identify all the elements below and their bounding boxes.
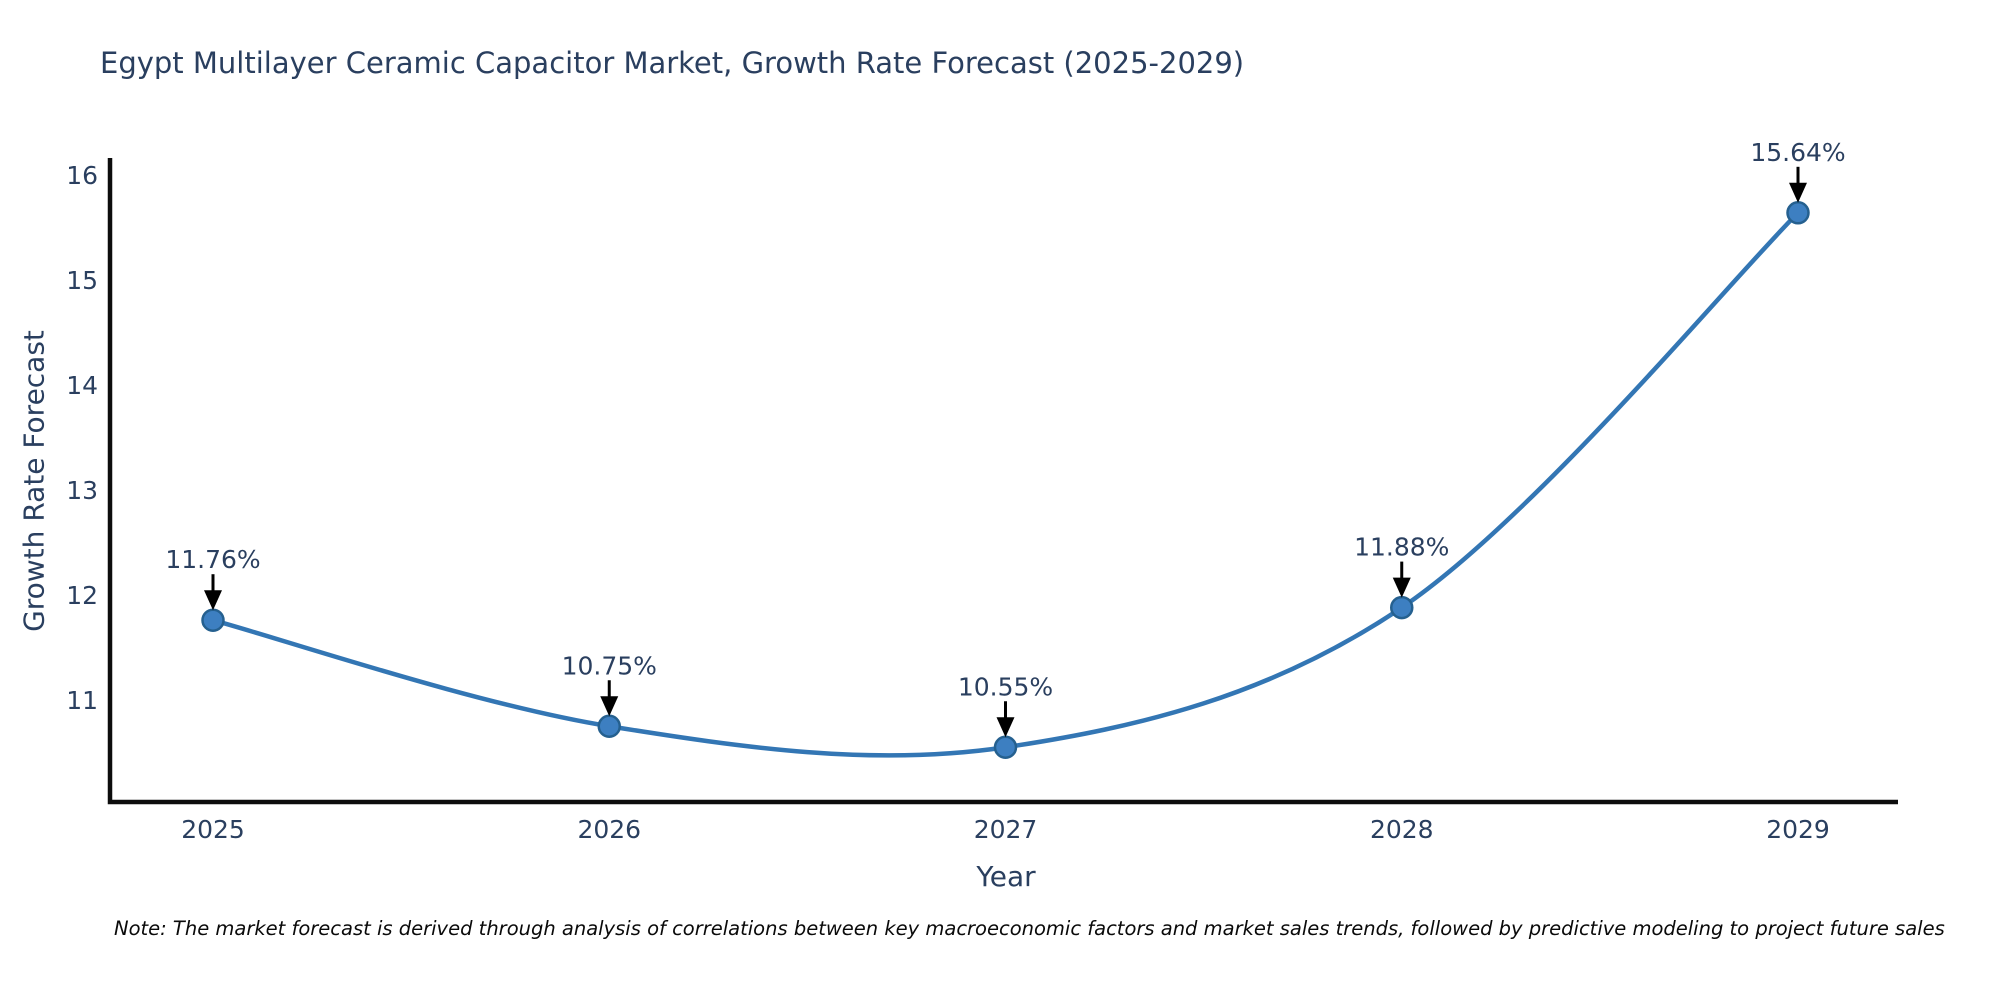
y-tick-label: 16 <box>66 161 98 190</box>
x-axis-title: Year <box>976 860 1036 893</box>
x-tick-label: 2029 <box>1766 815 1830 844</box>
data-point[interactable] <box>201 608 225 632</box>
data-point[interactable] <box>993 735 1018 759</box>
axis-lines <box>107 158 1898 805</box>
data-point[interactable] <box>1786 201 1810 225</box>
point-annotation: 11.76% <box>165 545 260 574</box>
y-tick-label: 15 <box>66 266 98 295</box>
x-tick-label: 2026 <box>577 815 641 844</box>
footnote: Note: The market forecast is derived thr… <box>114 917 1945 940</box>
x-tick-label: 2028 <box>1370 815 1434 844</box>
chart-title: Egypt Multilayer Ceramic Capacitor Marke… <box>100 46 1245 80</box>
x-tick-label: 2027 <box>974 815 1038 844</box>
x-tick-label: 2025 <box>181 815 245 844</box>
data-point[interactable] <box>1390 595 1414 620</box>
point-annotation: 10.55% <box>958 672 1053 701</box>
annotation-arrow-head <box>600 696 619 717</box>
y-tick-label: 13 <box>66 476 98 505</box>
y-tick-label: 14 <box>66 371 98 400</box>
annotation-arrow-head <box>996 717 1015 738</box>
y-tick-label: 12 <box>66 581 98 610</box>
point-annotation: 10.75% <box>562 651 657 680</box>
y-tick-label: 11 <box>66 686 98 715</box>
point-annotation: 11.88% <box>1354 533 1449 562</box>
point-annotation: 15.64% <box>1750 138 1845 167</box>
annotation-arrow-head <box>1789 182 1807 203</box>
annotation-arrow-head <box>1392 577 1411 598</box>
data-point[interactable] <box>597 714 621 738</box>
annotation-arrow-head <box>204 590 222 611</box>
